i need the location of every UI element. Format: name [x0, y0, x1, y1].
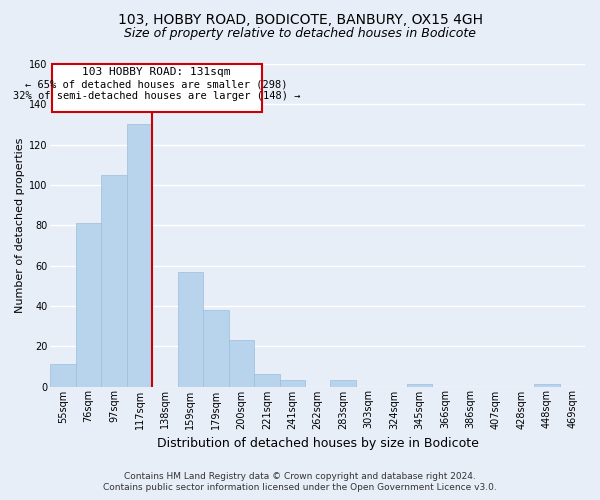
Bar	[331, 380, 356, 386]
Text: 32% of semi-detached houses are larger (148) →: 32% of semi-detached houses are larger (…	[13, 91, 301, 101]
Bar	[76, 223, 101, 386]
Y-axis label: Number of detached properties: Number of detached properties	[15, 138, 25, 313]
Bar	[203, 310, 229, 386]
Bar	[280, 380, 305, 386]
Bar	[127, 124, 152, 386]
Text: 103 HOBBY ROAD: 131sqm: 103 HOBBY ROAD: 131sqm	[82, 67, 231, 77]
X-axis label: Distribution of detached houses by size in Bodicote: Distribution of detached houses by size …	[157, 437, 479, 450]
Text: ← 65% of detached houses are smaller (298): ← 65% of detached houses are smaller (29…	[25, 79, 288, 89]
Bar	[101, 175, 127, 386]
Text: Contains HM Land Registry data © Crown copyright and database right 2024.: Contains HM Land Registry data © Crown c…	[124, 472, 476, 481]
Text: Size of property relative to detached houses in Bodicote: Size of property relative to detached ho…	[124, 28, 476, 40]
Text: Contains public sector information licensed under the Open Government Licence v3: Contains public sector information licen…	[103, 484, 497, 492]
Bar	[534, 384, 560, 386]
Bar	[178, 272, 203, 386]
Text: 103, HOBBY ROAD, BODICOTE, BANBURY, OX15 4GH: 103, HOBBY ROAD, BODICOTE, BANBURY, OX15…	[118, 12, 482, 26]
Bar	[254, 374, 280, 386]
Bar	[50, 364, 76, 386]
Bar	[407, 384, 432, 386]
Bar	[229, 340, 254, 386]
FancyBboxPatch shape	[52, 64, 262, 112]
